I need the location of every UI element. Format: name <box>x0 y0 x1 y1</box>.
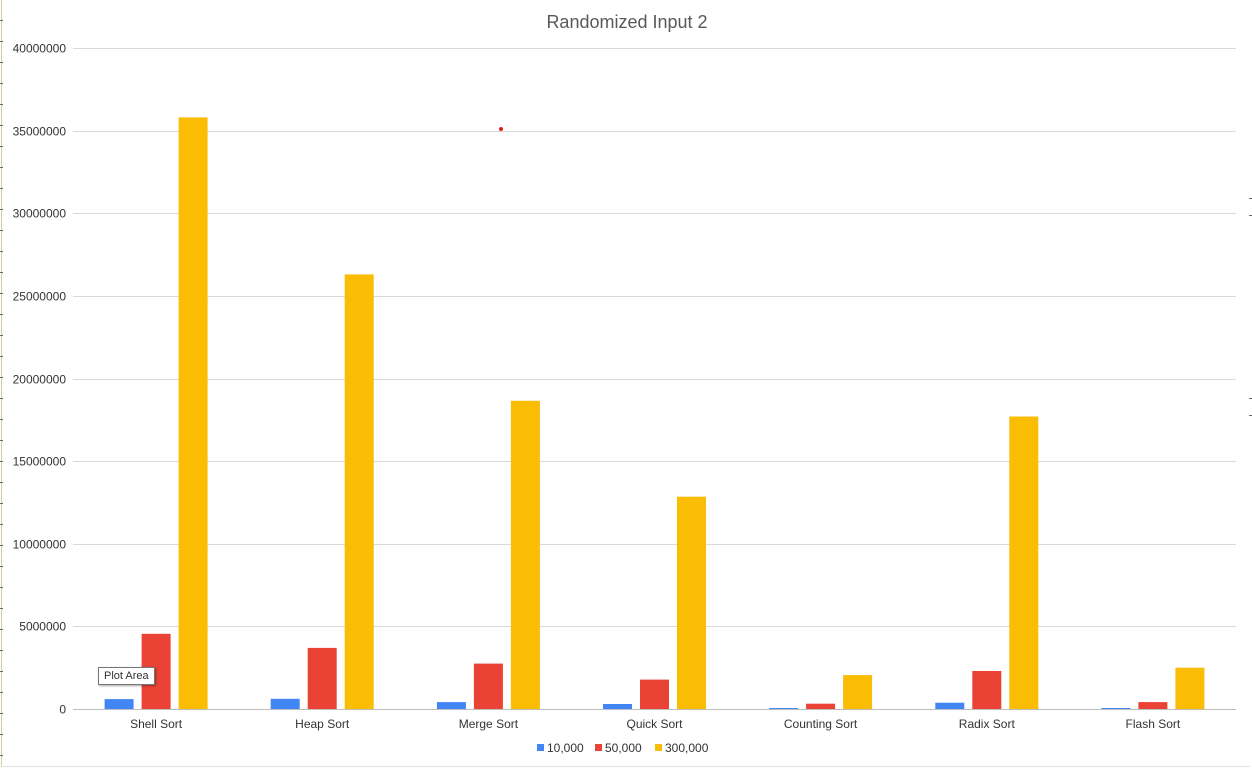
row-mark <box>1249 198 1252 199</box>
bar-300000-counting-sort[interactable] <box>843 675 873 709</box>
bar-50000-merge-sort[interactable] <box>473 663 503 709</box>
y-axis-ticks: 0 5000000 10000000 15000000 20000000 25000000… <box>13 42 67 717</box>
row-mark <box>0 650 3 651</box>
row-mark <box>0 755 3 756</box>
row-mark <box>0 503 3 504</box>
row-mark <box>0 398 3 399</box>
row-mark <box>0 356 3 357</box>
y-tick-label: 40000000 <box>13 42 67 56</box>
row-mark <box>0 272 3 273</box>
row-mark <box>0 104 3 105</box>
bar-50000-flash-sort[interactable] <box>1138 702 1168 709</box>
legend-swatch <box>595 744 602 751</box>
row-mark <box>0 125 3 126</box>
y-tick-label: 5000000 <box>19 620 66 634</box>
x-tick-label: Counting Sort <box>784 717 858 731</box>
bar-10000-radix-sort[interactable] <box>935 702 965 709</box>
y-tick-label: 30000000 <box>13 207 67 221</box>
legend-swatch <box>537 744 544 751</box>
row-mark <box>0 671 3 672</box>
row-mark <box>1249 398 1252 399</box>
row-mark <box>0 335 3 336</box>
x-tick-label: Quick Sort <box>626 717 683 731</box>
row-mark <box>0 209 3 210</box>
x-tick-label: Merge Sort <box>459 717 519 731</box>
row-mark <box>0 167 3 168</box>
bar-10000-merge-sort[interactable] <box>436 702 466 709</box>
row-mark <box>0 482 3 483</box>
x-axis-labels: Shell Sort Heap Sort Merge Sort Quick Sort C… <box>130 717 1181 731</box>
row-mark <box>0 251 3 252</box>
legend[interactable]: 10,000 50,000 300,000 <box>537 741 709 755</box>
row-mark <box>0 587 3 588</box>
row-mark <box>0 188 3 189</box>
row-mark <box>0 734 3 735</box>
bar-50000-heap-sort[interactable] <box>307 647 337 709</box>
legend-label[interactable]: 50,000 <box>605 741 642 755</box>
bar-300000-heap-sort[interactable] <box>344 274 374 709</box>
legend-label[interactable]: 300,000 <box>665 741 709 755</box>
bar-300000-merge-sort[interactable] <box>510 400 540 709</box>
row-mark <box>0 629 3 630</box>
row-mark <box>0 41 3 42</box>
row-mark <box>0 62 3 63</box>
bar-300000-quick-sort[interactable] <box>677 496 706 709</box>
bar-10000-heap-sort[interactable] <box>270 698 300 709</box>
bar-300000-flash-sort[interactable] <box>1175 667 1205 709</box>
bar-300000-shell-sort[interactable] <box>178 117 208 709</box>
row-mark <box>0 146 3 147</box>
bar-300000-radix-sort[interactable] <box>1009 416 1039 710</box>
bar-10000-counting-sort[interactable] <box>769 708 799 709</box>
row-mark <box>1249 215 1252 216</box>
bar-10000-flash-sort[interactable] <box>1101 708 1131 709</box>
row-mark <box>0 524 3 525</box>
sheet-row-marks-right <box>1248 0 1252 769</box>
sheet-row-marks-left <box>0 0 4 769</box>
row-mark <box>0 440 3 441</box>
x-tick-label: Shell Sort <box>130 717 183 731</box>
row-mark <box>0 230 3 231</box>
bar-50000-radix-sort[interactable] <box>972 671 1002 709</box>
row-mark <box>0 566 3 567</box>
plot-area[interactable] <box>104 117 1205 710</box>
y-tick-label: 15000000 <box>13 455 67 469</box>
row-mark <box>0 293 3 294</box>
legend-label[interactable]: 10,000 <box>547 741 584 755</box>
row-mark <box>0 608 3 609</box>
chart-title[interactable]: Randomized Input 2 <box>546 12 707 32</box>
row-mark <box>1249 415 1252 416</box>
y-tick-label: 10000000 <box>13 538 67 552</box>
y-tick-label: 0 <box>59 703 66 717</box>
row-mark <box>0 461 3 462</box>
x-tick-label: Heap Sort <box>295 717 350 731</box>
x-tick-label: Flash Sort <box>1126 717 1181 731</box>
row-mark <box>0 377 3 378</box>
legend-swatch <box>655 744 662 751</box>
selection-dot <box>499 127 503 131</box>
row-mark <box>0 20 3 21</box>
row-mark <box>0 692 3 693</box>
y-tick-label: 20000000 <box>13 373 67 387</box>
x-tick-label: Radix Sort <box>959 717 1016 731</box>
bar-10000-quick-sort[interactable] <box>603 704 632 709</box>
bar-10000-shell-sort[interactable] <box>104 699 134 709</box>
gridlines <box>73 48 1236 710</box>
bar-50000-quick-sort[interactable] <box>640 679 669 709</box>
row-mark <box>0 419 3 420</box>
y-tick-label: 25000000 <box>13 290 67 304</box>
bar-50000-counting-sort[interactable] <box>806 703 836 709</box>
y-tick-label: 35000000 <box>13 125 67 139</box>
row-mark <box>0 83 3 84</box>
plot-area-tooltip: Plot Area <box>98 667 155 685</box>
row-mark <box>0 545 3 546</box>
row-mark <box>0 314 3 315</box>
row-mark <box>0 713 3 714</box>
